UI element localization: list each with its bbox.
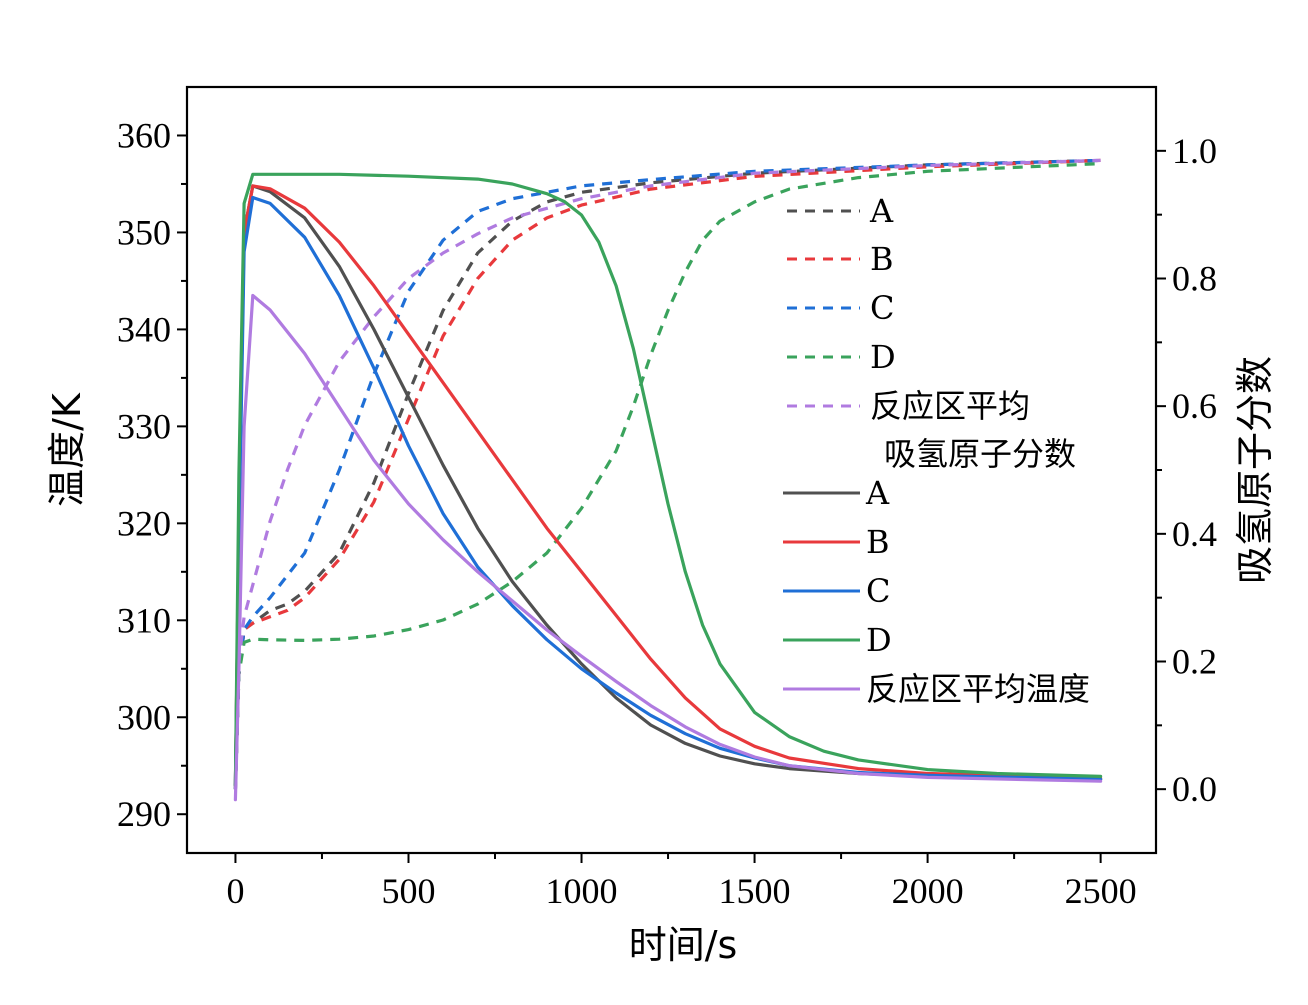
y-left-tick-label: 330 [117,406,171,446]
series-fraction-d [233,162,1101,790]
tick-layer: 0 500 1000 1500 2000 2500 290 300 310 320 330 340 35… [117,115,1217,911]
legend-fraction-avg-label-line2: 吸氢原子分数 [884,435,1076,473]
y-right-tick-label: 0.6 [1172,386,1217,426]
y-left-tick-label: 360 [117,115,171,155]
series-temperature-a [233,184,1103,787]
legend-fraction-avg-label-line1: 反应区平均 [870,387,1030,425]
x-tick-label: 1000 [546,871,618,911]
legend-fraction-c-label: C [870,289,894,327]
y-right-tick-label: 0.4 [1172,514,1217,554]
legend-fraction-a-label: A [869,192,894,230]
legend-temp-d-label: D [866,621,892,659]
x-tick-label: 2500 [1065,871,1137,911]
series-temperature-b [233,184,1103,787]
y-left-tick-label: 320 [117,503,171,543]
legend-temp-c-label: C [866,572,890,610]
y-right-tick-label: 1.0 [1172,131,1217,171]
x-tick-label: 500 [381,871,435,911]
series-fraction-b [233,158,1101,790]
y-axis-right-title: 吸氢原子分数 [1233,356,1277,584]
y-left-tick-label: 350 [117,212,171,252]
legend: A B C D 反应区平均 吸氢原子分数 A B C D 反应区平均温度 [783,192,1090,708]
legend-temp-b-label: B [866,523,890,561]
y-axis-left-title: 温度/K [45,392,89,507]
legend-temp-avg-label: 反应区平均温度 [866,670,1090,708]
series-fraction-avg [233,158,1101,790]
series-temperature-d [233,172,1103,787]
y-right-tick-label: 0.8 [1172,259,1217,299]
x-axis-title: 时间/s [629,923,738,967]
x-tick-label: 1500 [719,871,791,911]
y-left-tick-label: 290 [117,794,171,834]
series-layer [233,158,1103,802]
x-tick-label: 0 [226,871,244,911]
y-right-tick-label: 0.0 [1172,769,1217,809]
legend-fraction-b-label: B [870,240,894,278]
y-left-tick-label: 340 [117,309,171,349]
y-left-tick-label: 300 [117,697,171,737]
legend-temp-a-label: A [865,474,890,512]
x-tick-label: 2000 [892,871,964,911]
y-right-tick-label: 0.2 [1172,642,1217,682]
series-temperature-avg [233,293,1103,802]
legend-fraction-d-label: D [870,338,896,376]
y-left-tick-label: 310 [117,600,171,640]
